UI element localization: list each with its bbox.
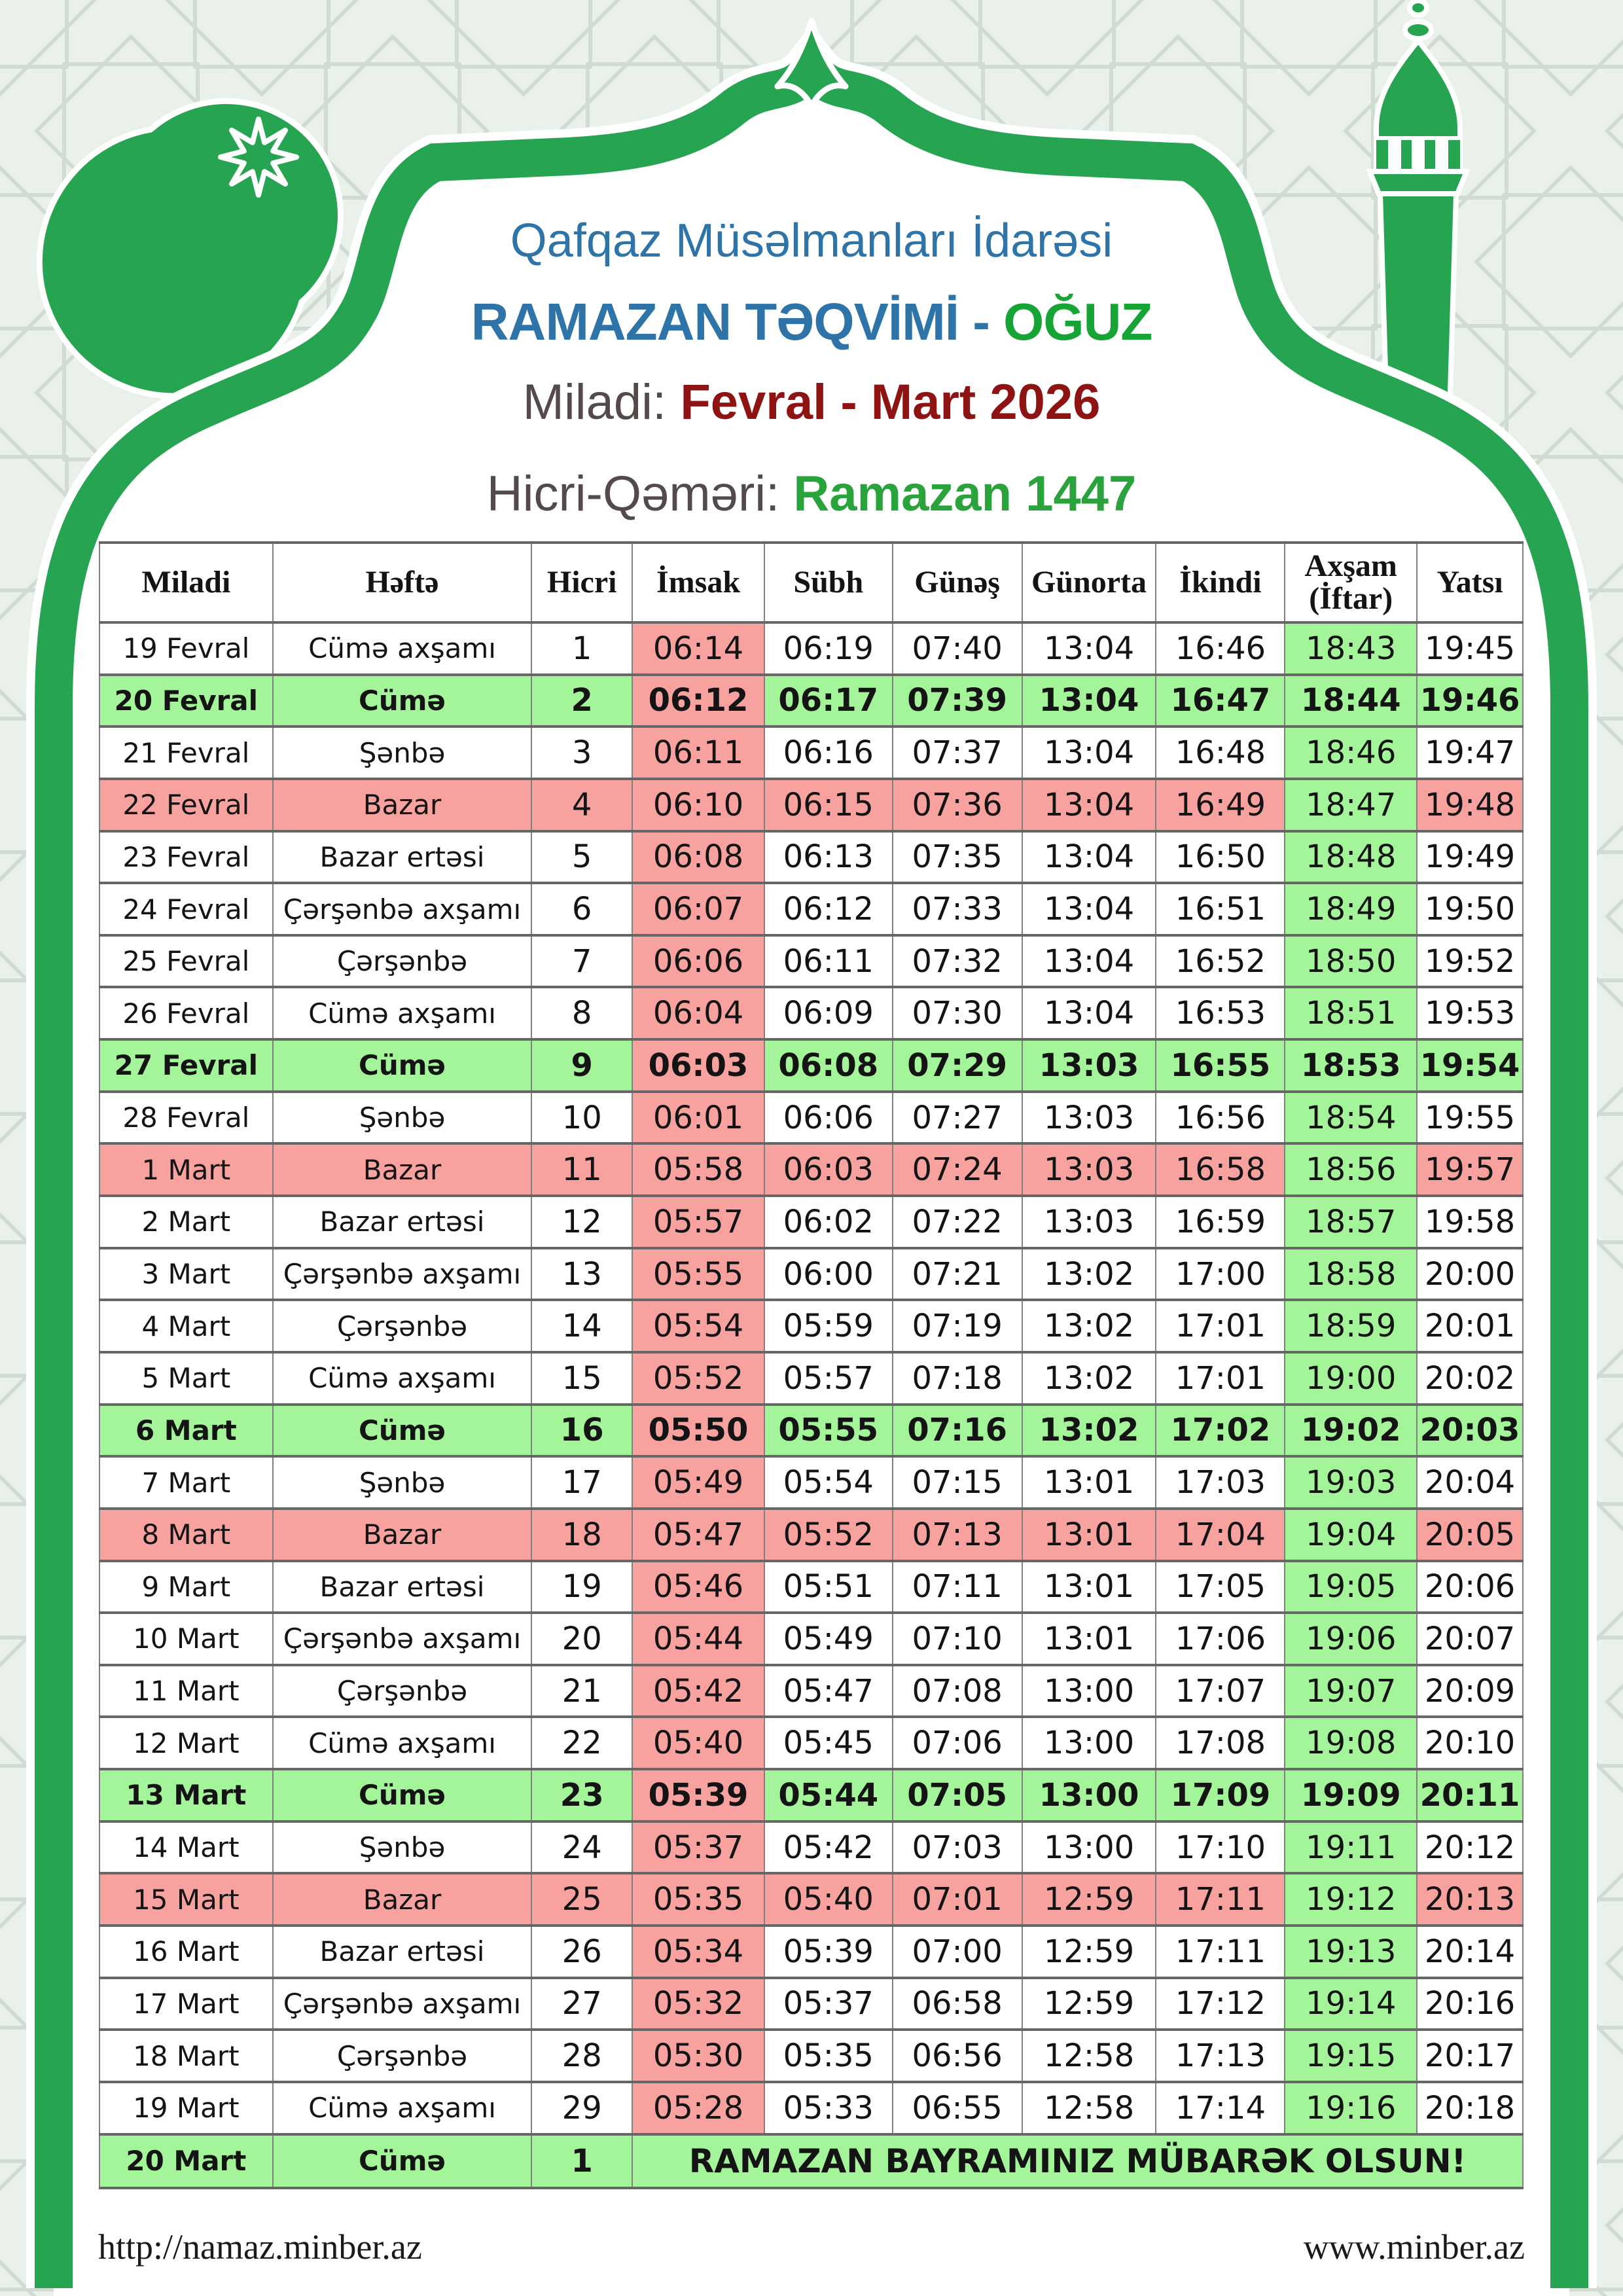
table-row: 10 Mart Çərşənbə axşamı 20 05:44 05:49 07:10 1… — [99, 1611, 1524, 1666]
table-row: 9 Mart Bazar ertəsi 19 05:46 05:51 07:11 13:01… — [99, 1559, 1524, 1615]
column-header: İmsak — [632, 541, 765, 624]
table-row: 28 Fevral Şənbə 10 06:01 06:06 07:27 13:03 16:5… — [99, 1090, 1524, 1145]
table-row: 24 Fevral Çərşənbə axşamı 6 06:07 06:12 07:33… — [99, 882, 1524, 937]
table-row: 21 Fevral Şənbə 3 06:11 06:16 07:37 13:04 16:48… — [99, 725, 1524, 780]
table-row: 13 Mart Cümə 23 05:39 05:44 07:05 13:00 17:09 19… — [99, 1768, 1524, 1823]
table-row: 25 Fevral Çərşənbə 7 06:06 06:11 07:32 13:04 16… — [99, 933, 1524, 989]
table-row: 7 Mart Şənbə 17 05:49 05:54 07:15 13:01 17:03 19… — [99, 1455, 1524, 1510]
table-row: 4 Mart Çərşənbə 14 05:54 05:59 07:19 13:02 17:0… — [99, 1299, 1524, 1354]
table-row: 3 Mart Çərşənbə axşamı 13 05:55 06:00 07:21 13… — [99, 1246, 1524, 1302]
table-row: 19 Fevral Cümə axşamı 1 06:14 06:19 07:40 13:0… — [99, 621, 1524, 676]
hicri-value: Ramazan 1447 — [793, 466, 1137, 522]
page-title-main: RAMAZAN TƏQVİMİ - — [471, 293, 990, 351]
dome-peak-accent — [774, 18, 849, 109]
header-block: Qafqaz Müsəlmanları İdarəsi RAMAZAN TƏQV… — [406, 215, 1217, 524]
table-row: 6 Mart Cümə 16 05:50 05:55 07:16 13:02 17:02 19:… — [99, 1403, 1524, 1458]
column-header: Həftə — [272, 541, 533, 624]
table-row: 12 Mart Cümə axşamı 22 05:40 05:45 07:06 13:00… — [99, 1715, 1524, 1771]
table-row: 1 Mart Bazar 11 05:58 06:03 07:24 13:03 16:58 18… — [99, 1142, 1524, 1198]
column-header: İkindi — [1155, 541, 1286, 624]
table-row: 22 Fevral Bazar 4 06:10 06:15 07:36 13:04 16:49… — [99, 777, 1524, 833]
table-row: 19 Mart Cümə axşamı 29 05:28 05:33 06:55 12:58… — [99, 2080, 1524, 2136]
table-row: 26 Fevral Cümə axşamı 8 06:04 06:09 07:30 13:0… — [99, 986, 1524, 1041]
organization-title: Qafqaz Müsəlmanları İdarəsi — [510, 215, 1113, 267]
miladi-label: Miladi: — [522, 374, 667, 430]
table-row: 16 Mart Bazar ertəsi 26 05:34 05:39 07:00 12:5… — [99, 1924, 1524, 1979]
footer-url-left: http://namaz.minber.az — [98, 2227, 422, 2267]
table-row: 14 Mart Şənbə 24 05:37 05:42 07:03 13:00 17:10 1… — [99, 1820, 1524, 1875]
eight-point-star-icon — [218, 117, 299, 198]
hicri-label: Hicri-Qəməri: — [486, 466, 780, 522]
table-row: 5 Mart Cümə axşamı 15 05:52 05:57 07:18 13:02 1… — [99, 1350, 1524, 1406]
times-table-body: 19 Fevral Cümə axşamı 1 06:14 06:19 07:40 13:0… — [99, 621, 1524, 2190]
miladi-line: Miladi: Fevral - Mart 2026 — [406, 373, 1217, 432]
hicri-line: Hicri-Qəməri: Ramazan 1447 — [406, 465, 1217, 524]
column-header: Yatsı — [1416, 541, 1524, 624]
page-title: RAMAZAN TƏQVİMİ - OĞUZ — [406, 291, 1217, 353]
column-header: Axşam (İftar) — [1284, 541, 1418, 624]
miladi-value: Fevral - Mart 2026 — [680, 374, 1101, 430]
column-header: Günəş — [891, 541, 1023, 624]
column-header: Hicri — [531, 541, 633, 624]
table-row-bayram: 20 Mart Cümə 1 RAMAZAN BAYRAMINIZ MÜBARƏK O… — [99, 2132, 1524, 2190]
table-row: 18 Mart Çərşənbə 28 05:30 05:35 06:56 12:58 17:… — [99, 2028, 1524, 2083]
times-table: Miladi Həftə Hicri İmsak Sübh Günəş Günorta İki… — [99, 541, 1524, 2190]
table-row: 20 Fevral Cümə 2 06:12 06:17 07:39 13:04 16:47 1… — [99, 673, 1524, 728]
column-header: Sübh — [763, 541, 893, 624]
times-table-header-row: Miladi Həftə Hicri İmsak Sübh Günəş Günorta İki… — [99, 541, 1524, 624]
table-row: 17 Mart Çərşənbə axşamı 27 05:32 05:37 06:58 1… — [99, 1976, 1524, 2032]
footer-url-right: www.minber.az — [1303, 2227, 1525, 2267]
table-row: 15 Mart Bazar 25 05:35 05:40 07:01 12:59 17:11 1… — [99, 1872, 1524, 1928]
bayram-message: RAMAZAN BAYRAMINIZ MÜBARƏK OLSUN! — [632, 2132, 1524, 2190]
column-header: Günorta — [1021, 541, 1157, 624]
page-title-city: OĞUZ — [1003, 293, 1152, 351]
table-row: 23 Fevral Bazar ertəsi 5 06:08 06:13 07:35 13:… — [99, 829, 1524, 885]
table-row: 11 Mart Çərşənbə 21 05:42 05:47 07:08 13:00 17:… — [99, 1663, 1524, 1719]
column-header: Miladi — [99, 541, 274, 624]
table-row: 27 Fevral Cümə 9 06:03 06:08 07:29 13:03 16:55 1… — [99, 1038, 1524, 1093]
table-row: 2 Mart Bazar ertəsi 12 05:57 06:02 07:22 13:03… — [99, 1194, 1524, 1249]
table-row: 8 Mart Bazar 18 05:47 05:52 07:13 13:01 17:04 19… — [99, 1507, 1524, 1562]
